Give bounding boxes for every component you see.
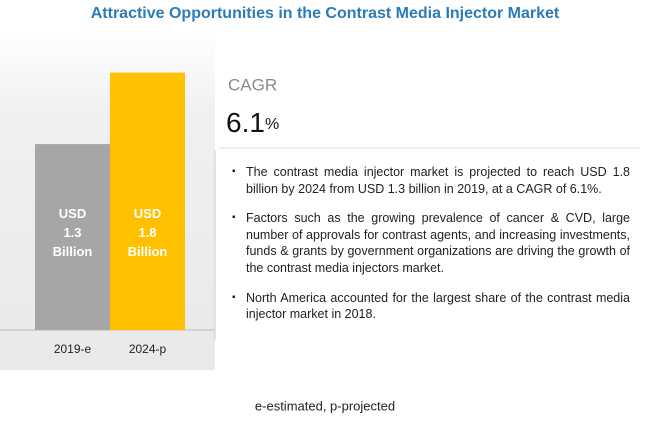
- bullet: North America accounted for the largest …: [232, 290, 630, 323]
- value-label: USD 1.3 Billion: [53, 206, 93, 259]
- bullet: The contrast media injector market is pr…: [232, 164, 630, 197]
- x-tick-label: 2019-e: [54, 342, 92, 356]
- bullet: Factors such as the growing prevalence o…: [232, 210, 630, 276]
- bar: [110, 72, 185, 330]
- chart-title: Attractive Opportunities in the Contrast…: [91, 5, 560, 22]
- cagr-value-line: 6.1%: [226, 107, 279, 138]
- bullet-list: The contrast media injector market is pr…: [232, 164, 630, 336]
- footnote: e-estimated, p-projected: [255, 398, 395, 413]
- cagr-unit: %: [265, 116, 279, 133]
- bar: [35, 144, 110, 330]
- cagr-label: CAGR: [228, 75, 277, 94]
- cagr-value: 6.1: [226, 107, 265, 138]
- x-tick-label: 2024-p: [129, 342, 167, 356]
- value-label: USD 1.8 Billion: [128, 206, 168, 259]
